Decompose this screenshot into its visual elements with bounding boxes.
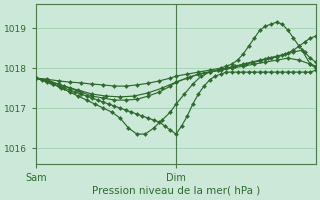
X-axis label: Pression niveau de la mer( hPa ): Pression niveau de la mer( hPa ) bbox=[92, 186, 260, 196]
